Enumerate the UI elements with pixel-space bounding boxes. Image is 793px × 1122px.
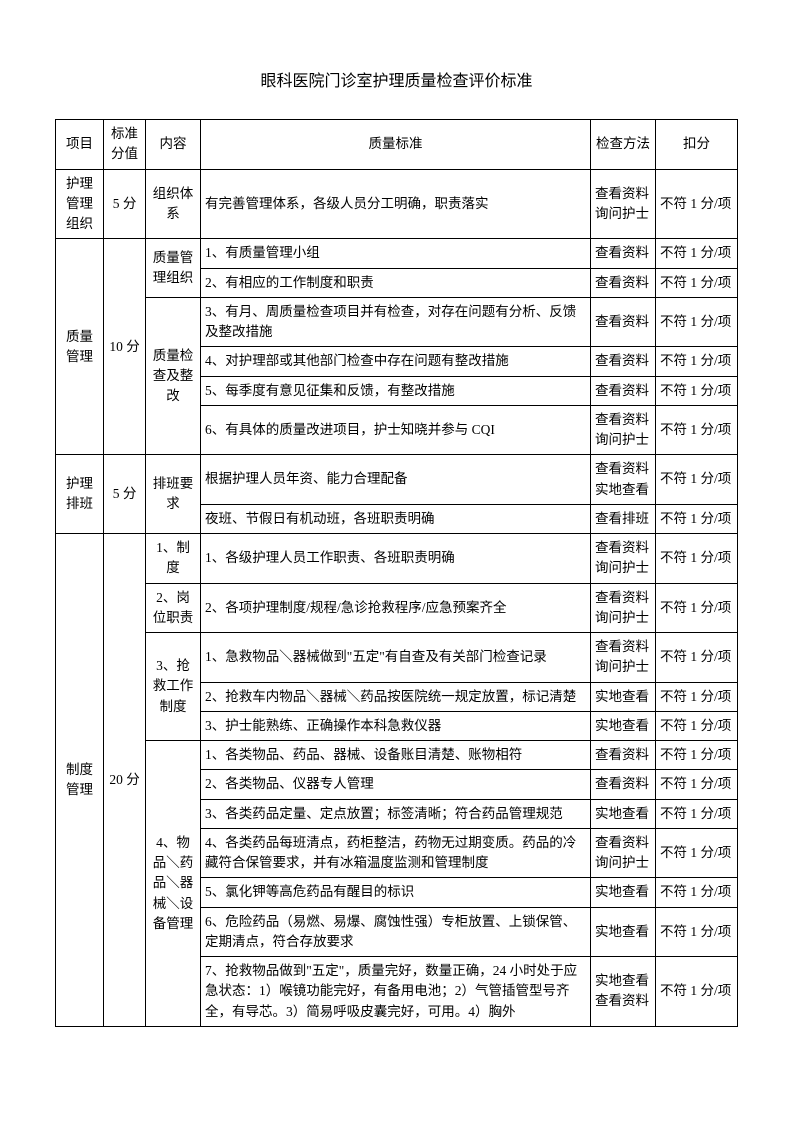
cell-deduct: 不符 1 分/项 [656, 799, 738, 828]
cell-deduct: 不符 1 分/项 [656, 741, 738, 770]
cell-deduct: 不符 1 分/项 [656, 376, 738, 405]
page-title: 眼科医院门诊室护理质量检查评价标准 [55, 70, 738, 94]
cell-content: 1、制度 [146, 534, 201, 584]
cell-standard: 1、急救物品＼器械做到"五定"有自查及有关部门检查记录 [201, 633, 591, 683]
table-row: 制度管理 20 分 1、制度 1、各级护理人员工作职责、各班职责明确 查看资料 … [56, 534, 738, 584]
cell-deduct: 不符 1 分/项 [656, 534, 738, 584]
cell-deduct: 不符 1 分/项 [656, 828, 738, 878]
table-row: 质量检查及整改 3、有月、周质量检查项目并有检查，对存在问题有分析、反馈及整改措… [56, 297, 738, 347]
cell-content: 3、抢救工作制度 [146, 633, 201, 741]
cell-content: 2、岗位职责 [146, 583, 201, 633]
table-row: 3、抢救工作制度 1、急救物品＼器械做到"五定"有自查及有关部门检查记录 查看资… [56, 633, 738, 683]
table-row: 质量管理 10 分 质量管理组织 1、有质量管理小组 查看资料 不符 1 分/项 [56, 239, 738, 268]
cell-method: 查看资料 询问护士 [591, 583, 656, 633]
standards-table: 项目 标准分值 内容 质量标准 检查方法 扣分 护理管理组织 5 分 组织体系 … [55, 119, 738, 1027]
cell-method: 查看排班 [591, 504, 656, 533]
header-row: 项目 标准分值 内容 质量标准 检查方法 扣分 [56, 120, 738, 170]
cell-standard: 5、氯化钾等高危药品有醒目的标识 [201, 878, 591, 907]
cell-method: 查看资料 询问护士 [591, 828, 656, 878]
cell-content: 排班要求 [146, 455, 201, 534]
cell-score: 5 分 [104, 169, 146, 239]
cell-standard: 2、各项护理制度/规程/急诊抢救程序/应急预案齐全 [201, 583, 591, 633]
cell-method: 实地查看 查看资料 [591, 957, 656, 1027]
cell-method: 查看资料 询问护士 [591, 169, 656, 239]
cell-content: 4、物品＼药品＼器械＼设备管理 [146, 741, 201, 1027]
th-content: 内容 [146, 120, 201, 170]
cell-standard: 6、危险药品（易燃、易爆、腐蚀性强）专柜放置、上锁保管、定期清点，符合存放要求 [201, 907, 591, 957]
cell-score: 10 分 [104, 239, 146, 455]
cell-deduct: 不符 1 分/项 [656, 169, 738, 239]
cell-method: 查看资料 [591, 770, 656, 799]
cell-method: 实地查看 [591, 711, 656, 740]
th-standard: 质量标准 [201, 120, 591, 170]
cell-standard: 根据护理人员年资、能力合理配备 [201, 455, 591, 505]
cell-content: 质量管理组织 [146, 239, 201, 298]
cell-deduct: 不符 1 分/项 [656, 297, 738, 347]
cell-deduct: 不符 1 分/项 [656, 907, 738, 957]
cell-standard: 4、对护理部或其他部门检查中存在问题有整改措施 [201, 347, 591, 376]
cell-standard: 7、抢救物品做到"五定"，质量完好，数量正确，24 小时处于应急状态：1）喉镜功… [201, 957, 591, 1027]
cell-standard: 夜班、节假日有机动班，各班职责明确 [201, 504, 591, 533]
cell-standard: 3、护士能熟练、正确操作本科急救仪器 [201, 711, 591, 740]
cell-method: 查看资料 询问护士 [591, 633, 656, 683]
th-method: 检查方法 [591, 120, 656, 170]
cell-method: 查看资料 [591, 741, 656, 770]
cell-standard: 1、有质量管理小组 [201, 239, 591, 268]
cell-deduct: 不符 1 分/项 [656, 957, 738, 1027]
table-row: 2、岗位职责 2、各项护理制度/规程/急诊抢救程序/应急预案齐全 查看资料 询问… [56, 583, 738, 633]
cell-method: 查看资料 [591, 376, 656, 405]
cell-deduct: 不符 1 分/项 [656, 633, 738, 683]
cell-method: 查看资料 询问护士 [591, 534, 656, 584]
table-row: 护理管理组织 5 分 组织体系 有完善管理体系，各级人员分工明确，职责落实 查看… [56, 169, 738, 239]
cell-item: 护理管理组织 [56, 169, 104, 239]
th-item: 项目 [56, 120, 104, 170]
cell-deduct: 不符 1 分/项 [656, 711, 738, 740]
cell-standard: 2、抢救车内物品＼器械＼药品按医院统一规定放置，标记清楚 [201, 682, 591, 711]
cell-score: 20 分 [104, 534, 146, 1027]
cell-method: 查看资料 [591, 347, 656, 376]
cell-standard: 2、各类物品、仪器专人管理 [201, 770, 591, 799]
cell-standard: 3、各类药品定量、定点放置；标签清晰；符合药品管理规范 [201, 799, 591, 828]
cell-deduct: 不符 1 分/项 [656, 682, 738, 711]
cell-standard: 5、每季度有意见征集和反馈，有整改措施 [201, 376, 591, 405]
cell-standard: 有完善管理体系，各级人员分工明确，职责落实 [201, 169, 591, 239]
table-row: 护理排班 5 分 排班要求 根据护理人员年资、能力合理配备 查看资料 实地查看 … [56, 455, 738, 505]
cell-standard: 6、有具体的质量改进项目，护士知晓并参与 CQI [201, 405, 591, 455]
cell-method: 实地查看 [591, 878, 656, 907]
cell-content: 质量检查及整改 [146, 297, 201, 455]
cell-standard: 4、各类药品每班清点，药柜整洁，药物无过期变质。药品的冷藏符合保管要求，并有冰箱… [201, 828, 591, 878]
cell-deduct: 不符 1 分/项 [656, 583, 738, 633]
table-row: 4、物品＼药品＼器械＼设备管理 1、各类物品、药品、器械、设备账目清楚、账物相符… [56, 741, 738, 770]
cell-standard: 3、有月、周质量检查项目并有检查，对存在问题有分析、反馈及整改措施 [201, 297, 591, 347]
cell-deduct: 不符 1 分/项 [656, 878, 738, 907]
cell-deduct: 不符 1 分/项 [656, 770, 738, 799]
cell-method: 查看资料 [591, 297, 656, 347]
cell-item: 护理排班 [56, 455, 104, 534]
cell-item: 质量管理 [56, 239, 104, 455]
cell-method: 查看资料 [591, 239, 656, 268]
cell-method: 实地查看 [591, 799, 656, 828]
cell-deduct: 不符 1 分/项 [656, 455, 738, 505]
cell-content: 组织体系 [146, 169, 201, 239]
cell-deduct: 不符 1 分/项 [656, 239, 738, 268]
cell-method: 查看资料 实地查看 [591, 455, 656, 505]
cell-deduct: 不符 1 分/项 [656, 268, 738, 297]
cell-item: 制度管理 [56, 534, 104, 1027]
cell-method: 查看资料 [591, 268, 656, 297]
cell-standard: 1、各类物品、药品、器械、设备账目清楚、账物相符 [201, 741, 591, 770]
cell-score: 5 分 [104, 455, 146, 534]
th-score: 标准分值 [104, 120, 146, 170]
cell-deduct: 不符 1 分/项 [656, 347, 738, 376]
cell-deduct: 不符 1 分/项 [656, 504, 738, 533]
cell-standard: 1、各级护理人员工作职责、各班职责明确 [201, 534, 591, 584]
cell-method: 实地查看 [591, 682, 656, 711]
cell-method: 查看资料 询问护士 [591, 405, 656, 455]
cell-deduct: 不符 1 分/项 [656, 405, 738, 455]
cell-standard: 2、有相应的工作制度和职责 [201, 268, 591, 297]
th-deduct: 扣分 [656, 120, 738, 170]
cell-method: 实地查看 [591, 907, 656, 957]
